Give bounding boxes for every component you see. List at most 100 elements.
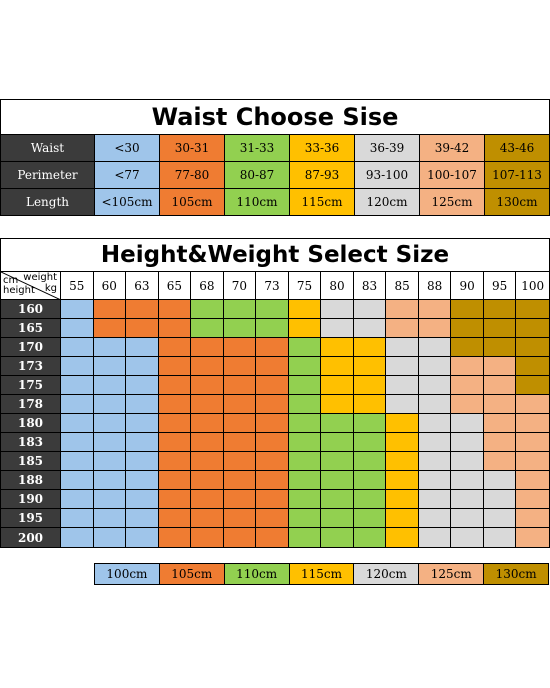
size-grid-cell (126, 528, 159, 547)
waist-table-cell: 110cm (225, 189, 290, 215)
size-grid-cell (191, 433, 224, 452)
size-grid-cell (451, 357, 484, 376)
length-legend: 100cm 105cm 110cm 115cm 120cm 125cm 130cm (94, 563, 549, 585)
size-grid-cell (353, 452, 387, 471)
waist-table-cell: 93-100 (355, 162, 420, 188)
size-grid-cell (61, 414, 94, 433)
size-grid-cell (93, 357, 127, 376)
size-grid-cell (256, 395, 289, 414)
size-grid-cell (483, 338, 517, 357)
size-grid-cell (61, 452, 94, 471)
size-grid-cell (288, 471, 322, 490)
weight-column-header: 83 (353, 272, 387, 300)
size-grid-cell (516, 471, 549, 490)
size-grid-cell (321, 300, 354, 319)
size-grid-cell (483, 300, 517, 319)
waist-table-cell: 30-31 (160, 135, 225, 161)
size-grid-cell (256, 471, 289, 490)
size-grid-cell (451, 319, 484, 338)
size-grid-cell (288, 452, 322, 471)
size-grid-cell (191, 414, 224, 433)
size-grid-cell (418, 490, 452, 509)
size-grid-cell (483, 395, 517, 414)
size-grid-cell (386, 490, 419, 509)
size-grid-cell (158, 528, 192, 547)
size-grid-cell (126, 509, 159, 528)
waist-table-cell: 80-87 (225, 162, 290, 188)
size-grid-cell (223, 528, 257, 547)
size-grid-cell (321, 357, 354, 376)
waist-table-cell: 107-113 (485, 162, 549, 188)
size-grid-cell (223, 452, 257, 471)
size-grid-cell (126, 414, 159, 433)
waist-table-cell: 39-42 (420, 135, 485, 161)
size-grid-cell (353, 338, 387, 357)
size-grid-cell (321, 395, 354, 414)
size-grid-cell (223, 395, 257, 414)
size-grid-cell (353, 376, 387, 395)
size-grid-cell (451, 528, 484, 547)
size-grid-cell (321, 376, 354, 395)
size-grid-cell (158, 376, 192, 395)
size-grid-cell (516, 414, 549, 433)
size-grid-cell (61, 338, 94, 357)
size-grid-cell (353, 433, 387, 452)
waist-row-header: Perimeter (1, 162, 95, 188)
size-grid-cell (191, 376, 224, 395)
size-grid-cell (321, 471, 354, 490)
size-grid-cell (223, 433, 257, 452)
size-grid: cm height weight kg 55 60 63 65 68 70 73 75 80 83… (1, 272, 549, 547)
size-grid-cell (61, 357, 94, 376)
size-grid-cell (93, 376, 127, 395)
waist-table-row: Waist <30 30-31 31-33 33-36 36-39 39-42 43-46 (1, 135, 549, 162)
corner-cm-label: cm (3, 275, 19, 286)
size-grid-cell (61, 395, 94, 414)
legend-length-swatch: 110cm (224, 564, 290, 584)
size-grid-cell (418, 452, 452, 471)
size-grid-cell (386, 414, 419, 433)
size-grid-cell (191, 471, 224, 490)
size-grid-cell (126, 357, 159, 376)
height-row-header: 160 (1, 300, 61, 319)
waist-table-cell: <77 (95, 162, 160, 188)
size-grid-cell (61, 376, 94, 395)
size-grid-cell (158, 319, 192, 338)
size-grid-cell (483, 471, 517, 490)
height-row-header: 188 (1, 471, 61, 490)
waist-table-cell: 100-107 (420, 162, 485, 188)
waist-table-cell: 120cm (355, 189, 420, 215)
size-grid-cell (93, 528, 127, 547)
size-grid-cell (288, 528, 322, 547)
size-grid-cell (516, 338, 549, 357)
size-grid-cell (418, 338, 452, 357)
weight-column-header: 85 (386, 272, 419, 300)
size-grid-cell (418, 509, 452, 528)
size-grid-cell (191, 528, 224, 547)
size-grid-cell (256, 357, 289, 376)
size-grid-cell (61, 509, 94, 528)
size-grid-cell (223, 471, 257, 490)
size-grid-cell (516, 509, 549, 528)
size-grid-cell (418, 319, 452, 338)
height-row-header: 170 (1, 338, 61, 357)
size-grid-cell (126, 319, 159, 338)
size-grid-cell (191, 452, 224, 471)
weight-column-header: 63 (126, 272, 159, 300)
size-grid-cell (483, 452, 517, 471)
size-grid-cell (516, 357, 549, 376)
waist-table-cell: 43-46 (485, 135, 549, 161)
size-grid-cell (191, 338, 224, 357)
size-grid-cell (451, 490, 484, 509)
waist-table-cell: <30 (95, 135, 160, 161)
size-grid-cell (93, 471, 127, 490)
size-grid-cell (191, 509, 224, 528)
height-weight-size-table: Height&Weight Select Size cm height weig… (0, 238, 550, 548)
size-grid-cell (288, 357, 322, 376)
weight-column-header: 55 (61, 272, 94, 300)
size-grid-cell (191, 319, 224, 338)
waist-table-cell: 115cm (290, 189, 355, 215)
size-grid-cell (451, 395, 484, 414)
size-grid-cell (386, 528, 419, 547)
size-grid-cell (126, 490, 159, 509)
size-grid-cell (321, 490, 354, 509)
